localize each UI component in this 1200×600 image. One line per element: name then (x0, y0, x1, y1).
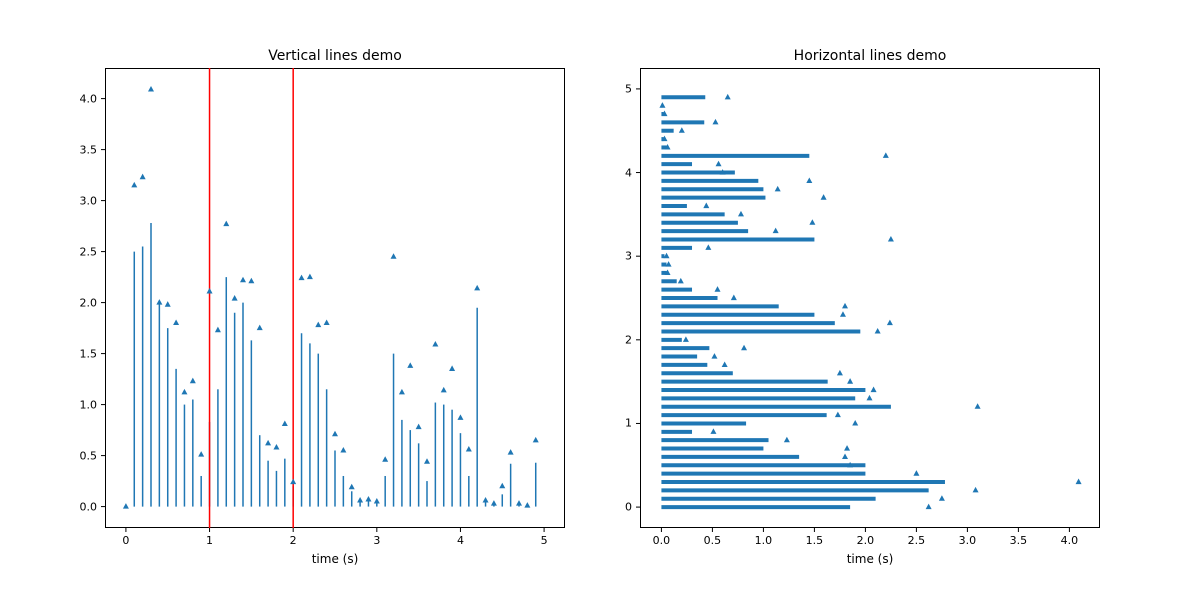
ytick-label: 0.0 (80, 500, 98, 513)
ytick-label: 2.0 (80, 296, 98, 309)
ytick-label: 3 (625, 250, 632, 263)
axes-right: Horizontal lines demo time (s) (640, 68, 1100, 528)
xtick-label: 3 (373, 534, 380, 547)
ytick-label: 4 (625, 166, 632, 179)
xtick-label: 0 (122, 534, 129, 547)
ytick-label: 0 (625, 501, 632, 514)
axes-left: Vertical lines demo time (s) (105, 68, 565, 528)
ytick-label: 5 (625, 82, 632, 95)
ytick-label: 3.5 (80, 143, 98, 156)
xtick-label: 5 (541, 534, 548, 547)
ytick-label: 0.5 (80, 449, 98, 462)
ytick-label: 1.0 (80, 398, 98, 411)
ytick-label: 1 (625, 417, 632, 430)
ytick-label: 3.0 (80, 194, 98, 207)
xtick-label: 1.0 (755, 534, 773, 547)
xtick-label: 0.0 (653, 534, 671, 547)
xlabel-left: time (s) (105, 552, 565, 566)
xtick-label: 3.0 (959, 534, 977, 547)
xtick-label: 4 (457, 534, 464, 547)
plot-area-right (640, 68, 1100, 528)
xtick-label: 2 (290, 534, 297, 547)
xtick-label: 2.5 (908, 534, 926, 547)
ytick-label: 2 (625, 333, 632, 346)
xlabel-right: time (s) (640, 552, 1100, 566)
xtick-label: 3.5 (1010, 534, 1028, 547)
title-right: Horizontal lines demo (640, 48, 1100, 64)
ytick-label: 1.5 (80, 347, 98, 360)
ytick-label: 4.0 (80, 92, 98, 105)
xtick-label: 1.5 (806, 534, 824, 547)
ytick-label: 2.5 (80, 245, 98, 258)
title-left: Vertical lines demo (105, 48, 565, 64)
xtick-label: 2.0 (857, 534, 875, 547)
xtick-label: 0.5 (704, 534, 722, 547)
plot-area-left (105, 68, 565, 528)
figure: Vertical lines demo time (s) Horizontal … (0, 0, 1200, 600)
xtick-label: 1 (206, 534, 213, 547)
xtick-label: 4.0 (1061, 534, 1079, 547)
